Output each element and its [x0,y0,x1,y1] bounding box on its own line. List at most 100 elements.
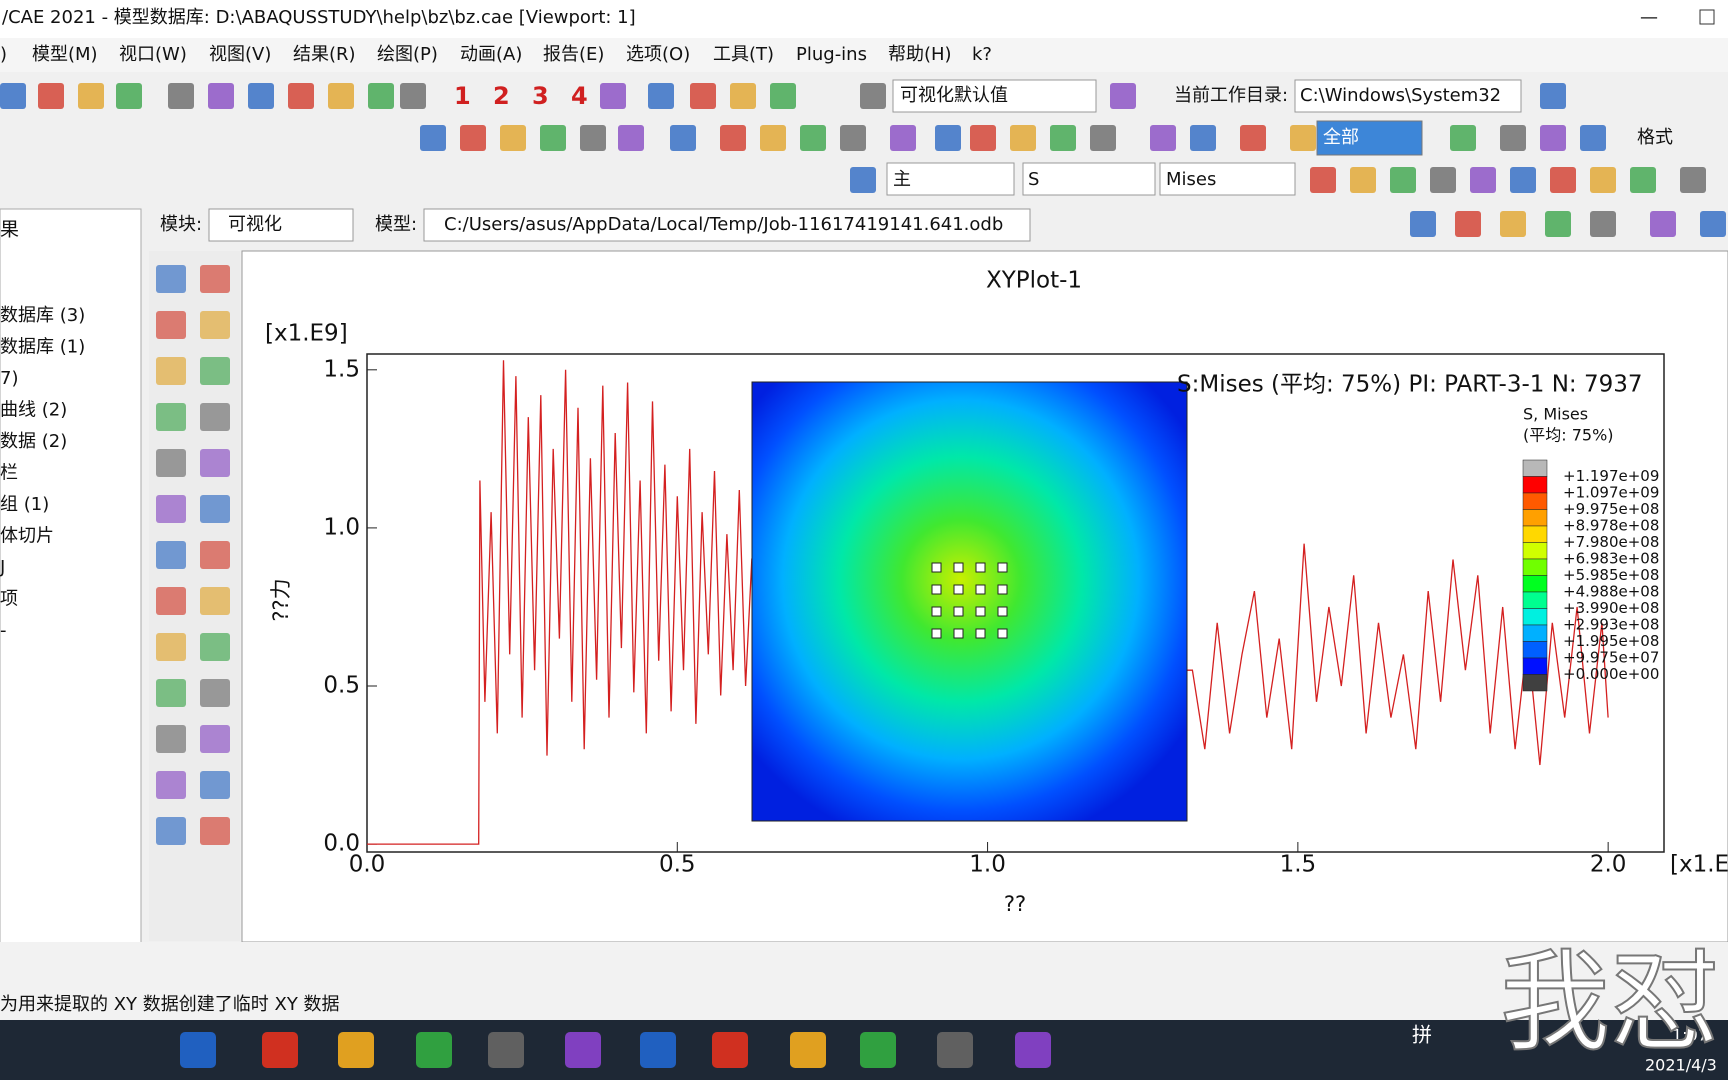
y-tick-label: 1.5 [323,356,360,382]
tool-icon [156,633,186,661]
y-tick-label: 0.5 [323,673,360,699]
legend-swatch [1522,657,1548,675]
tool-icon [1510,167,1536,193]
tool-icon [1545,211,1571,237]
menu-item[interactable]: 动画(A) [460,44,522,65]
tool-icon [1050,125,1076,151]
tool-icon [200,495,230,523]
legend-level: +9.975e+08 [1563,500,1659,518]
tool-icon [1470,167,1496,193]
legend-swatch [1522,509,1548,527]
xy-plot: XYPlot-1 [x1.E9] ??力?? [x1.E 0.0 0.5 1.0 1.5 0.0… [265,268,1728,917]
tool-icon [1455,211,1481,237]
legend-level: +1.995e+08 [1563,632,1659,650]
taskbar-app [416,1032,452,1068]
tool-icon [200,541,230,569]
tool-icon [156,725,186,753]
menu-item[interactable]: 视口(W) [119,44,187,65]
tool-icon [116,83,142,109]
tree-item: J [0,557,5,578]
tool-icon [200,679,230,707]
plot-title: XYPlot-1 [986,268,1082,294]
tool-icon [156,817,186,845]
watermark: 我怼 [1500,938,1720,1066]
hole [931,562,942,573]
tool-icon [1500,211,1526,237]
contour-image [751,381,1188,822]
legend-level: +9.975e+07 [1563,649,1659,667]
combo[interactable] [1159,162,1296,196]
tool-icon [1150,125,1176,151]
tool-icon [618,125,644,151]
taskbar-app [1015,1032,1051,1068]
tree-tab[interactable]: 果 [0,219,19,241]
combo[interactable] [892,79,1097,113]
menu-item[interactable]: 视图(V) [209,44,271,65]
tree-item: 曲线 (2) [0,400,67,421]
minimize[interactable]: — [1640,7,1658,28]
tool-icon [540,125,566,151]
menu-item[interactable]: 结果(R) [293,44,356,65]
tool-icon [156,403,186,431]
menu: ) 模型(M) 视口(W) 视图(V) 结果(R) 绘图(P) 动画(A) 报告(E) 选项(O… [0,44,992,65]
clock-date: 2021/4/3 [1645,1056,1717,1075]
menu-item[interactable]: k? [972,44,992,65]
tool-icon [800,125,826,151]
tool-icon [1540,125,1566,151]
message-area [0,942,1728,1020]
menu-item[interactable]: 工具(T) [713,44,774,65]
hole [997,628,1008,639]
format: 格式 [1637,127,1673,148]
tool-icon [156,587,186,615]
tool-icon [156,449,186,477]
tool-icon [288,83,314,109]
combo[interactable] [423,208,1031,242]
taskbar-app [640,1032,676,1068]
tool-icon [730,83,756,109]
menu-item[interactable]: 选项(O) [626,44,690,65]
defaults-combo: 可视化默认值 [900,85,1008,106]
tree-items: 数据库 (3) 数据库 (1) 7) 曲线 (2) 数据 (2) 栏组 (1) 体切片 J项 - [0,305,85,641]
legend-swatch [1522,459,1548,477]
tool-icon [78,83,104,109]
window-title: /CAE 2021 - 模型数据库: D:\ABAQUSSTUDY\help\b… [2,7,636,28]
tree-item: 项 [0,589,18,610]
tool-icon [156,495,186,523]
menu-bar [0,38,1728,72]
tool-icon [1430,167,1456,193]
tree-item: 栏 [0,463,18,484]
workdir: C:\Windows\System32 [1300,85,1501,106]
taskbar-app [488,1032,524,1068]
tool-icon [1550,167,1576,193]
status-message: 为用来提取的 XY 数据创建了临时 XY 数据 [0,994,340,1015]
menu-item[interactable]: 模型(M) [32,44,98,65]
hole [931,584,942,595]
tree-item: 数据库 (3) [0,305,85,326]
tool-icon [648,83,674,109]
tool-icon [420,125,446,151]
taskbar-app [790,1032,826,1068]
combo[interactable] [1294,79,1522,113]
x-tick-label: 1.0 [969,852,1006,878]
tool-icon [200,587,230,615]
tool-icon [1540,83,1566,109]
menu-item[interactable]: Plug-ins [796,44,867,65]
tool-icon [156,679,186,707]
combo[interactable] [208,208,354,242]
taskbar-app [565,1032,601,1068]
menu-item[interactable]: 帮助(H) [888,44,952,65]
combo[interactable] [1022,162,1156,196]
combo[interactable] [1316,120,1423,156]
combo[interactable] [886,162,1015,196]
tool-icon [1410,211,1436,237]
workdir-label: 当前工作目录: [1174,85,1288,106]
tool-icon [580,125,606,151]
restore[interactable] [1699,9,1715,25]
x-tick-label: 2.0 [1590,852,1627,878]
menu-item[interactable]: 绘图(P) [377,44,438,65]
menu-item[interactable]: 报告(E) [543,44,604,65]
tool-icon [1580,125,1606,151]
y-tick-label: 1.0 [323,514,360,540]
legend-swatch [1522,575,1548,593]
menu-item[interactable]: ) [0,44,7,65]
